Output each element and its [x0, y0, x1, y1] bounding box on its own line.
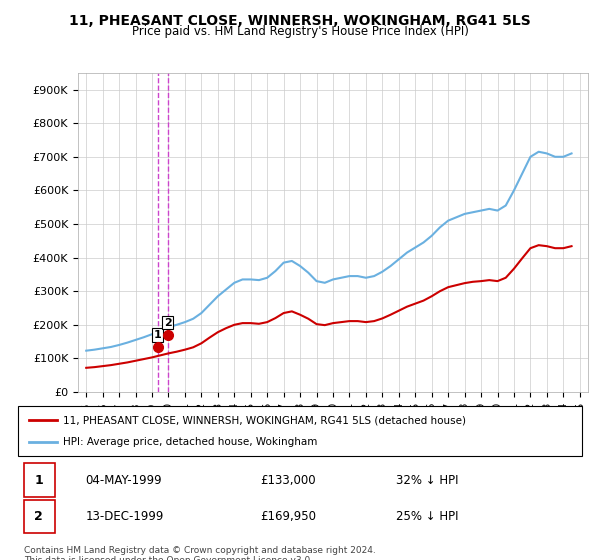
- Text: 32% ↓ HPI: 32% ↓ HPI: [396, 474, 458, 487]
- Text: 1: 1: [34, 474, 43, 487]
- Text: HPI: Average price, detached house, Wokingham: HPI: Average price, detached house, Woki…: [63, 437, 317, 447]
- Text: 11, PHEASANT CLOSE, WINNERSH, WOKINGHAM, RG41 5LS (detached house): 11, PHEASANT CLOSE, WINNERSH, WOKINGHAM,…: [63, 415, 466, 425]
- Text: Price paid vs. HM Land Registry's House Price Index (HPI): Price paid vs. HM Land Registry's House …: [131, 25, 469, 38]
- FancyBboxPatch shape: [23, 464, 55, 497]
- Text: £133,000: £133,000: [260, 474, 316, 487]
- Text: 2: 2: [34, 510, 43, 523]
- Text: 13-DEC-1999: 13-DEC-1999: [86, 510, 164, 523]
- FancyBboxPatch shape: [23, 500, 55, 533]
- Text: £169,950: £169,950: [260, 510, 317, 523]
- Text: 11, PHEASANT CLOSE, WINNERSH, WOKINGHAM, RG41 5LS: 11, PHEASANT CLOSE, WINNERSH, WOKINGHAM,…: [69, 14, 531, 28]
- FancyBboxPatch shape: [18, 406, 582, 456]
- Text: 04-MAY-1999: 04-MAY-1999: [86, 474, 163, 487]
- Text: 1: 1: [154, 330, 161, 340]
- Text: 2: 2: [164, 318, 172, 328]
- Text: Contains HM Land Registry data © Crown copyright and database right 2024.
This d: Contains HM Land Registry data © Crown c…: [24, 546, 376, 560]
- Text: 25% ↓ HPI: 25% ↓ HPI: [396, 510, 458, 523]
